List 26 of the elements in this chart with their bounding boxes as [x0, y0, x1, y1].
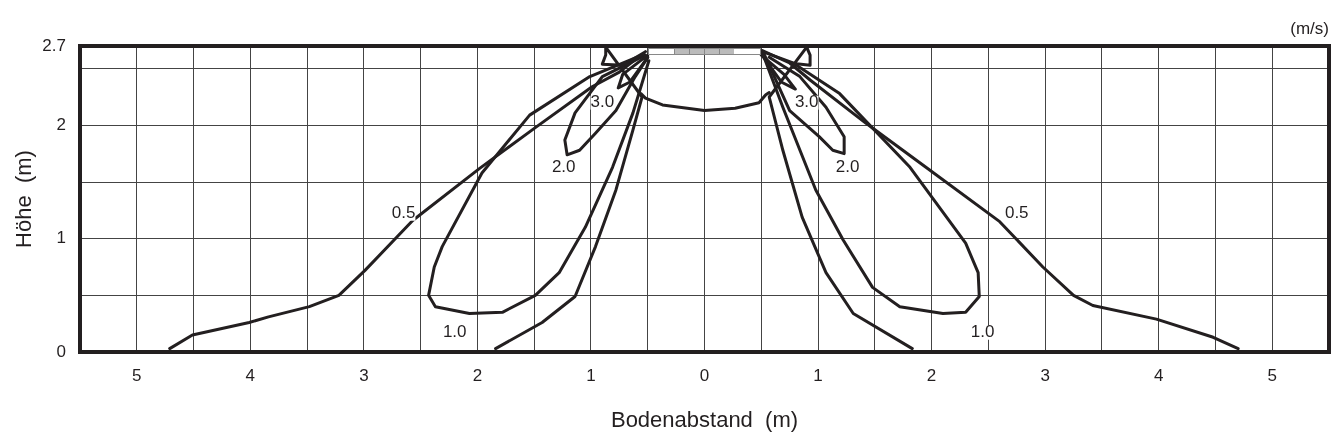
x-tick-label: 3 [1040, 365, 1050, 385]
y-tick-label: 0 [56, 341, 66, 361]
x-tick-label: 3 [359, 365, 369, 385]
annotation: 3.0 [794, 92, 819, 112]
x-tick-label: 0 [699, 365, 710, 385]
y-axis-title: Höhe (m) [11, 150, 37, 248]
x-tick-label: 2 [472, 365, 483, 385]
annotation: 0.5 [1004, 203, 1029, 223]
x-tick-label: 4 [1153, 365, 1164, 385]
x-tick-label: 1 [813, 365, 823, 385]
y-tick-label: 2 [56, 115, 66, 135]
annotation: 1.0 [970, 322, 995, 342]
annotation: 2.0 [835, 156, 860, 176]
y-tick-label: 1 [56, 228, 66, 248]
annotation: 3.0 [590, 92, 615, 112]
x-tick-label: 1 [586, 365, 596, 385]
annotation: 0.5 [391, 203, 416, 223]
x-tick-label: 5 [132, 365, 142, 385]
annotation: 1.0 [442, 322, 467, 342]
x-tick-label: 4 [245, 365, 256, 385]
y-tick-label: 2.7 [42, 35, 66, 55]
x-tick-label: 5 [1267, 365, 1277, 385]
annotation: 2.0 [551, 156, 576, 176]
x-axis-title: Bodenabstand (m) [610, 406, 799, 432]
text: (m/s) [1290, 19, 1329, 39]
x-tick-label: 2 [926, 365, 937, 385]
